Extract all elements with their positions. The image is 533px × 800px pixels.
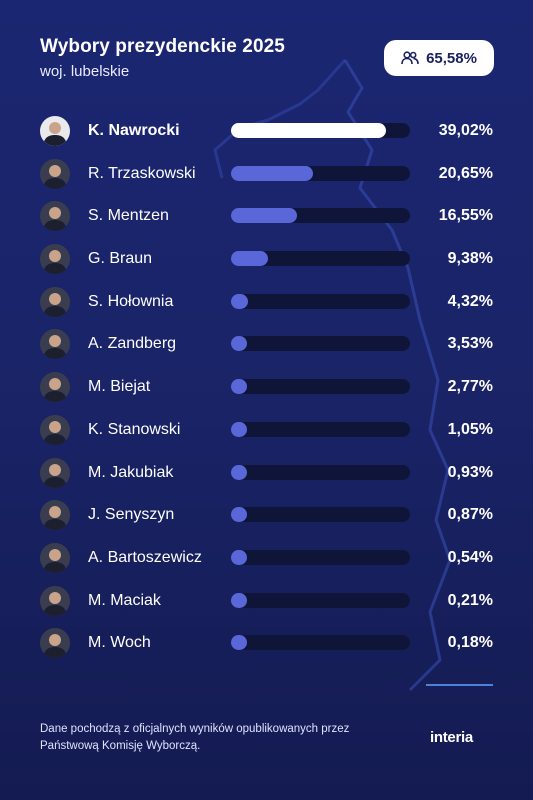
- results-list: K. Nawrocki 39,02% R. Trzaskowski 20,65% S. …: [0, 110, 533, 665]
- bar-track: [231, 293, 410, 309]
- candidate-name: M. Woch: [88, 634, 151, 652]
- candidate-avatar: [40, 329, 70, 360]
- bar-fill: [231, 421, 247, 437]
- bar-fill: [231, 165, 314, 181]
- result-row: J. Senyszyn 0,87%: [0, 494, 533, 537]
- candidate-name: K. Nawrocki: [88, 122, 180, 139]
- vote-percentage: 1,05%: [447, 420, 493, 438]
- candidate-name: A. Bartoszewicz: [88, 548, 202, 566]
- candidate-avatar: [40, 500, 70, 531]
- result-row: S. Mentzen 16,55%: [0, 195, 533, 238]
- vote-percentage: 3,53%: [447, 335, 493, 353]
- vote-percentage: 0,87%: [447, 506, 493, 524]
- candidate-name: M. Biejat: [88, 378, 151, 396]
- accent-divider: [426, 684, 493, 686]
- bar-track: [231, 507, 410, 523]
- vote-percentage: 0,93%: [447, 463, 493, 481]
- bar-track: [231, 208, 410, 224]
- candidate-avatar: [40, 158, 70, 189]
- bar-track: [231, 592, 410, 608]
- turnout-badge: 65,58%: [384, 40, 494, 76]
- candidate-avatar: [40, 372, 70, 403]
- vote-percentage: 9,38%: [447, 250, 493, 268]
- bar-fill: [231, 293, 249, 309]
- bar-fill: [231, 336, 247, 352]
- vote-percentage: 39,02%: [438, 122, 493, 139]
- result-row: G. Braun 9,38%: [0, 238, 533, 281]
- bar-track: [231, 421, 410, 437]
- candidate-avatar: [40, 286, 70, 317]
- bar-track: [231, 165, 410, 181]
- candidate-name: K. Stanowski: [88, 420, 181, 438]
- result-row: A. Bartoszewicz 0,54%: [0, 537, 533, 580]
- bar-track: [231, 464, 410, 480]
- bar-fill: [231, 379, 247, 395]
- candidate-name: M. Jakubiak: [88, 463, 174, 481]
- result-row: K. Stanowski 1,05%: [0, 409, 533, 452]
- candidate-name: S. Mentzen: [88, 207, 169, 225]
- vote-percentage: 16,55%: [438, 207, 493, 225]
- result-row: M. Woch 0,18%: [0, 622, 533, 665]
- candidate-avatar: [40, 542, 70, 573]
- bar-fill: [231, 592, 247, 608]
- candidate-name: G. Braun: [88, 250, 153, 268]
- result-row: M. Maciak 0,21%: [0, 580, 533, 623]
- bar-track: [231, 549, 410, 565]
- source-note: Dane pochodzą z oficjalnych wyników opub…: [40, 723, 350, 752]
- result-row: A. Zandberg 3,53%: [0, 323, 533, 366]
- candidate-avatar: [40, 585, 70, 616]
- chart-title: Wybory prezydenckie 2025: [40, 36, 285, 57]
- vote-percentage: 2,77%: [447, 378, 493, 396]
- vote-percentage: 0,54%: [447, 548, 493, 566]
- result-row: S. Hołownia 4,32%: [0, 281, 533, 324]
- bar-fill: [231, 507, 247, 523]
- candidate-avatar: [40, 244, 70, 275]
- interia-logo: interia: [430, 729, 473, 746]
- result-row: K. Nawrocki 39,02%: [0, 110, 533, 153]
- bar-fill: [231, 123, 387, 138]
- candidate-name: M. Maciak: [88, 591, 161, 609]
- result-row: M. Jakubiak 0,93%: [0, 452, 533, 495]
- candidate-name: A. Zandberg: [88, 335, 177, 353]
- candidate-avatar: [40, 414, 70, 445]
- bar-track: [231, 123, 410, 138]
- candidate-avatar: [40, 457, 70, 488]
- bar-track: [231, 251, 410, 267]
- candidate-name: S. Hołownia: [88, 292, 174, 310]
- result-row: M. Biejat 2,77%: [0, 366, 533, 409]
- turnout-value: 65,58%: [426, 49, 477, 67]
- result-row: R. Trzaskowski 20,65%: [0, 153, 533, 196]
- people-icon: [401, 51, 419, 65]
- vote-percentage: 4,32%: [447, 292, 493, 310]
- bar-fill: [231, 635, 247, 651]
- vote-percentage: 20,65%: [438, 164, 493, 182]
- candidate-avatar: [40, 628, 70, 659]
- bar-fill: [231, 251, 269, 267]
- bar-track: [231, 379, 410, 395]
- candidate-avatar: [40, 116, 70, 146]
- candidate-avatar: [40, 201, 70, 232]
- candidate-name: R. Trzaskowski: [88, 164, 196, 182]
- bar-track: [231, 336, 410, 352]
- bar-fill: [231, 464, 247, 480]
- bar-fill: [231, 549, 247, 565]
- chart-subtitle: woj. lubelskie: [40, 63, 130, 80]
- bar-fill: [231, 208, 297, 224]
- candidate-name: J. Senyszyn: [88, 506, 175, 524]
- vote-percentage: 0,18%: [447, 634, 493, 652]
- bar-track: [231, 635, 410, 651]
- vote-percentage: 0,21%: [447, 591, 493, 609]
